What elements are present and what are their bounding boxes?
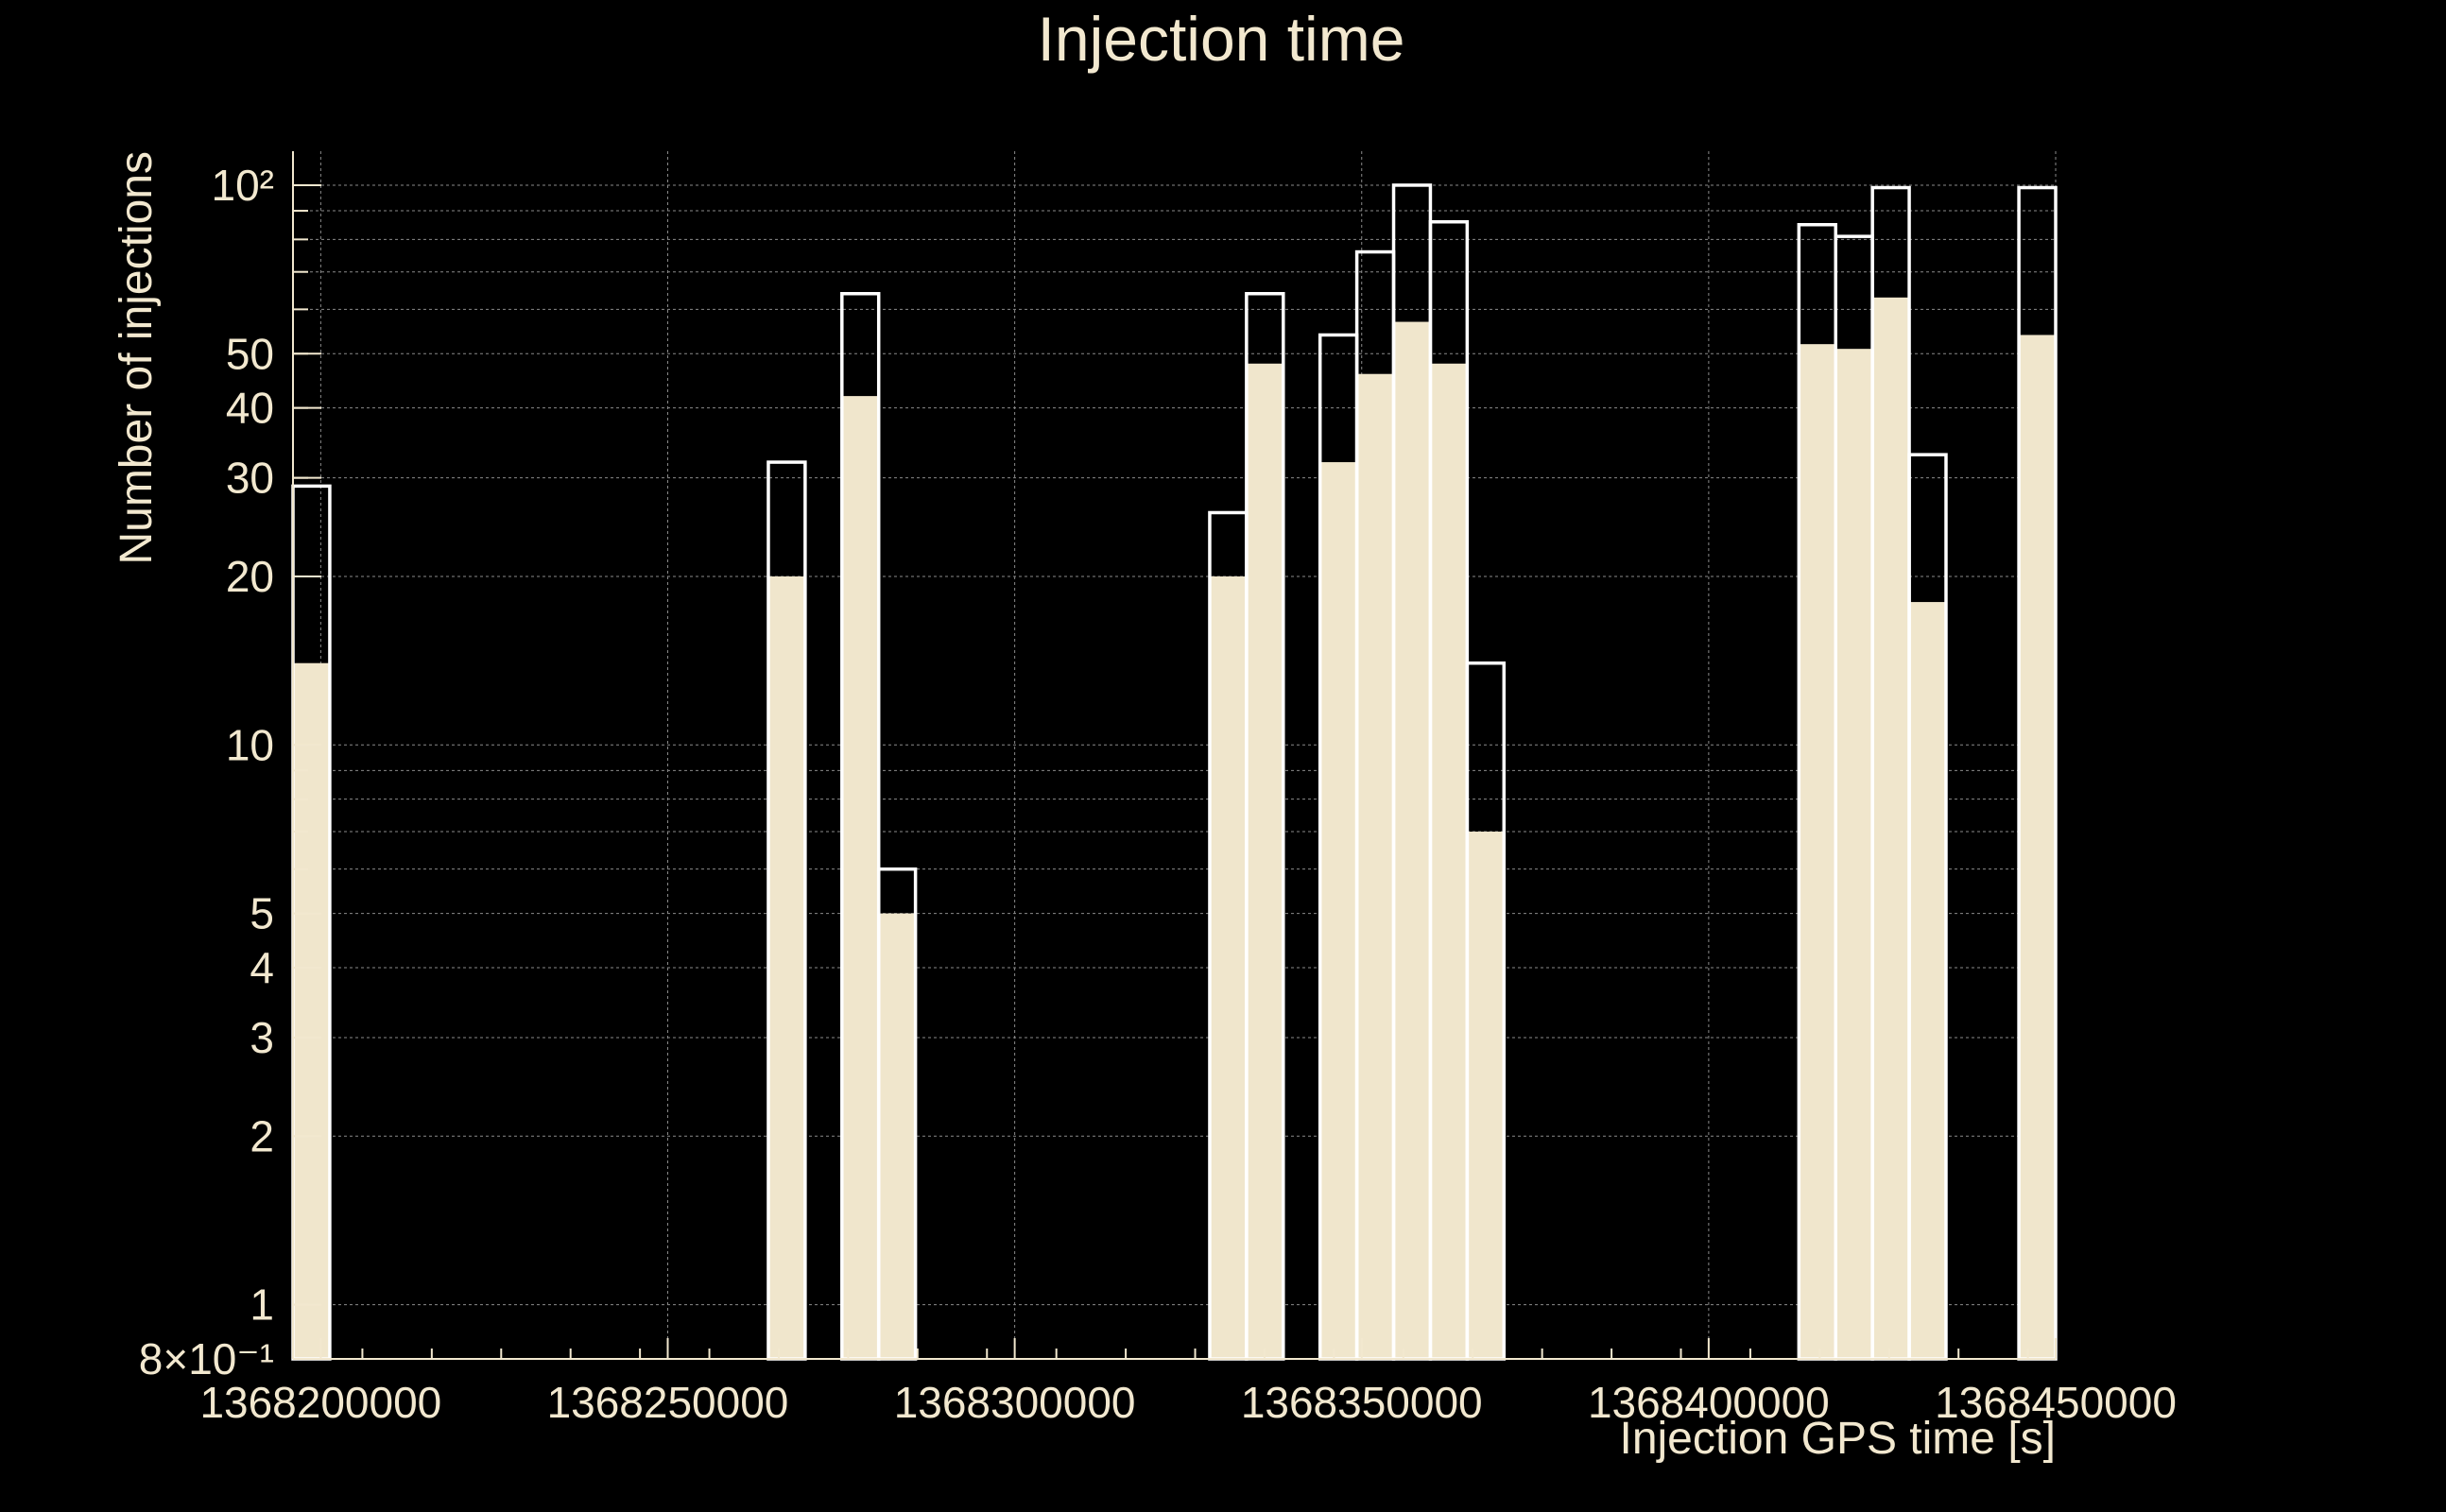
- x-tick-label: 1368350000: [1241, 1378, 1483, 1427]
- x-tick-label: 1368300000: [894, 1378, 1136, 1427]
- x-axis-label: Injection GPS time [s]: [1619, 1414, 2056, 1464]
- y-tick-label: 4: [250, 943, 274, 992]
- y-axis-label: Number of injections: [112, 151, 162, 565]
- y-tick-label: 50: [226, 329, 274, 378]
- y-tick-label: 5: [250, 889, 274, 938]
- y-tick-label: 10²: [212, 161, 274, 210]
- bar-filled: [1467, 832, 1505, 1359]
- x-tick-label: 1368200000: [199, 1378, 441, 1427]
- axes: [292, 151, 2057, 1360]
- y-tick-label: 1: [250, 1280, 274, 1330]
- y-tick-label: 20: [226, 552, 274, 601]
- y-tick-label: 8×10⁻¹: [139, 1334, 274, 1383]
- bar-filled: [878, 913, 916, 1359]
- x-tick-label: 1368450000: [1935, 1378, 2177, 1427]
- bar-filled: [841, 396, 879, 1359]
- bar-filled: [293, 662, 330, 1359]
- y-tick-label: 3: [250, 1013, 274, 1062]
- bar-filled: [1319, 462, 1357, 1359]
- y-tick-label: 2: [250, 1111, 274, 1160]
- bar-filled: [1246, 363, 1283, 1359]
- histogram-bars: [291, 183, 2058, 1361]
- y-tick-label: 10: [226, 720, 274, 769]
- bar-filled: [2019, 335, 2056, 1360]
- bar-filled: [767, 576, 805, 1359]
- bar-filled: [1872, 297, 1910, 1359]
- y-tick-label: 40: [226, 384, 274, 433]
- x-tick-label: 1368250000: [547, 1378, 789, 1427]
- bar-filled: [1356, 373, 1394, 1360]
- bar-filled: [1799, 344, 1836, 1359]
- bar-filled: [1835, 349, 1873, 1359]
- grid-lines: [293, 151, 2057, 1359]
- y-tick-label: 30: [226, 454, 274, 503]
- bar-filled: [1393, 321, 1431, 1359]
- tick-labels: 1368200000 1368250000 1368300000 1368350000…: [139, 161, 2177, 1427]
- bar-filled: [1430, 363, 1468, 1359]
- x-tick-label: 1368400000: [1588, 1378, 1830, 1427]
- bar-filled: [1909, 602, 1946, 1359]
- bar-filled: [1209, 576, 1247, 1359]
- chart-title: Injection time: [1038, 4, 1405, 74]
